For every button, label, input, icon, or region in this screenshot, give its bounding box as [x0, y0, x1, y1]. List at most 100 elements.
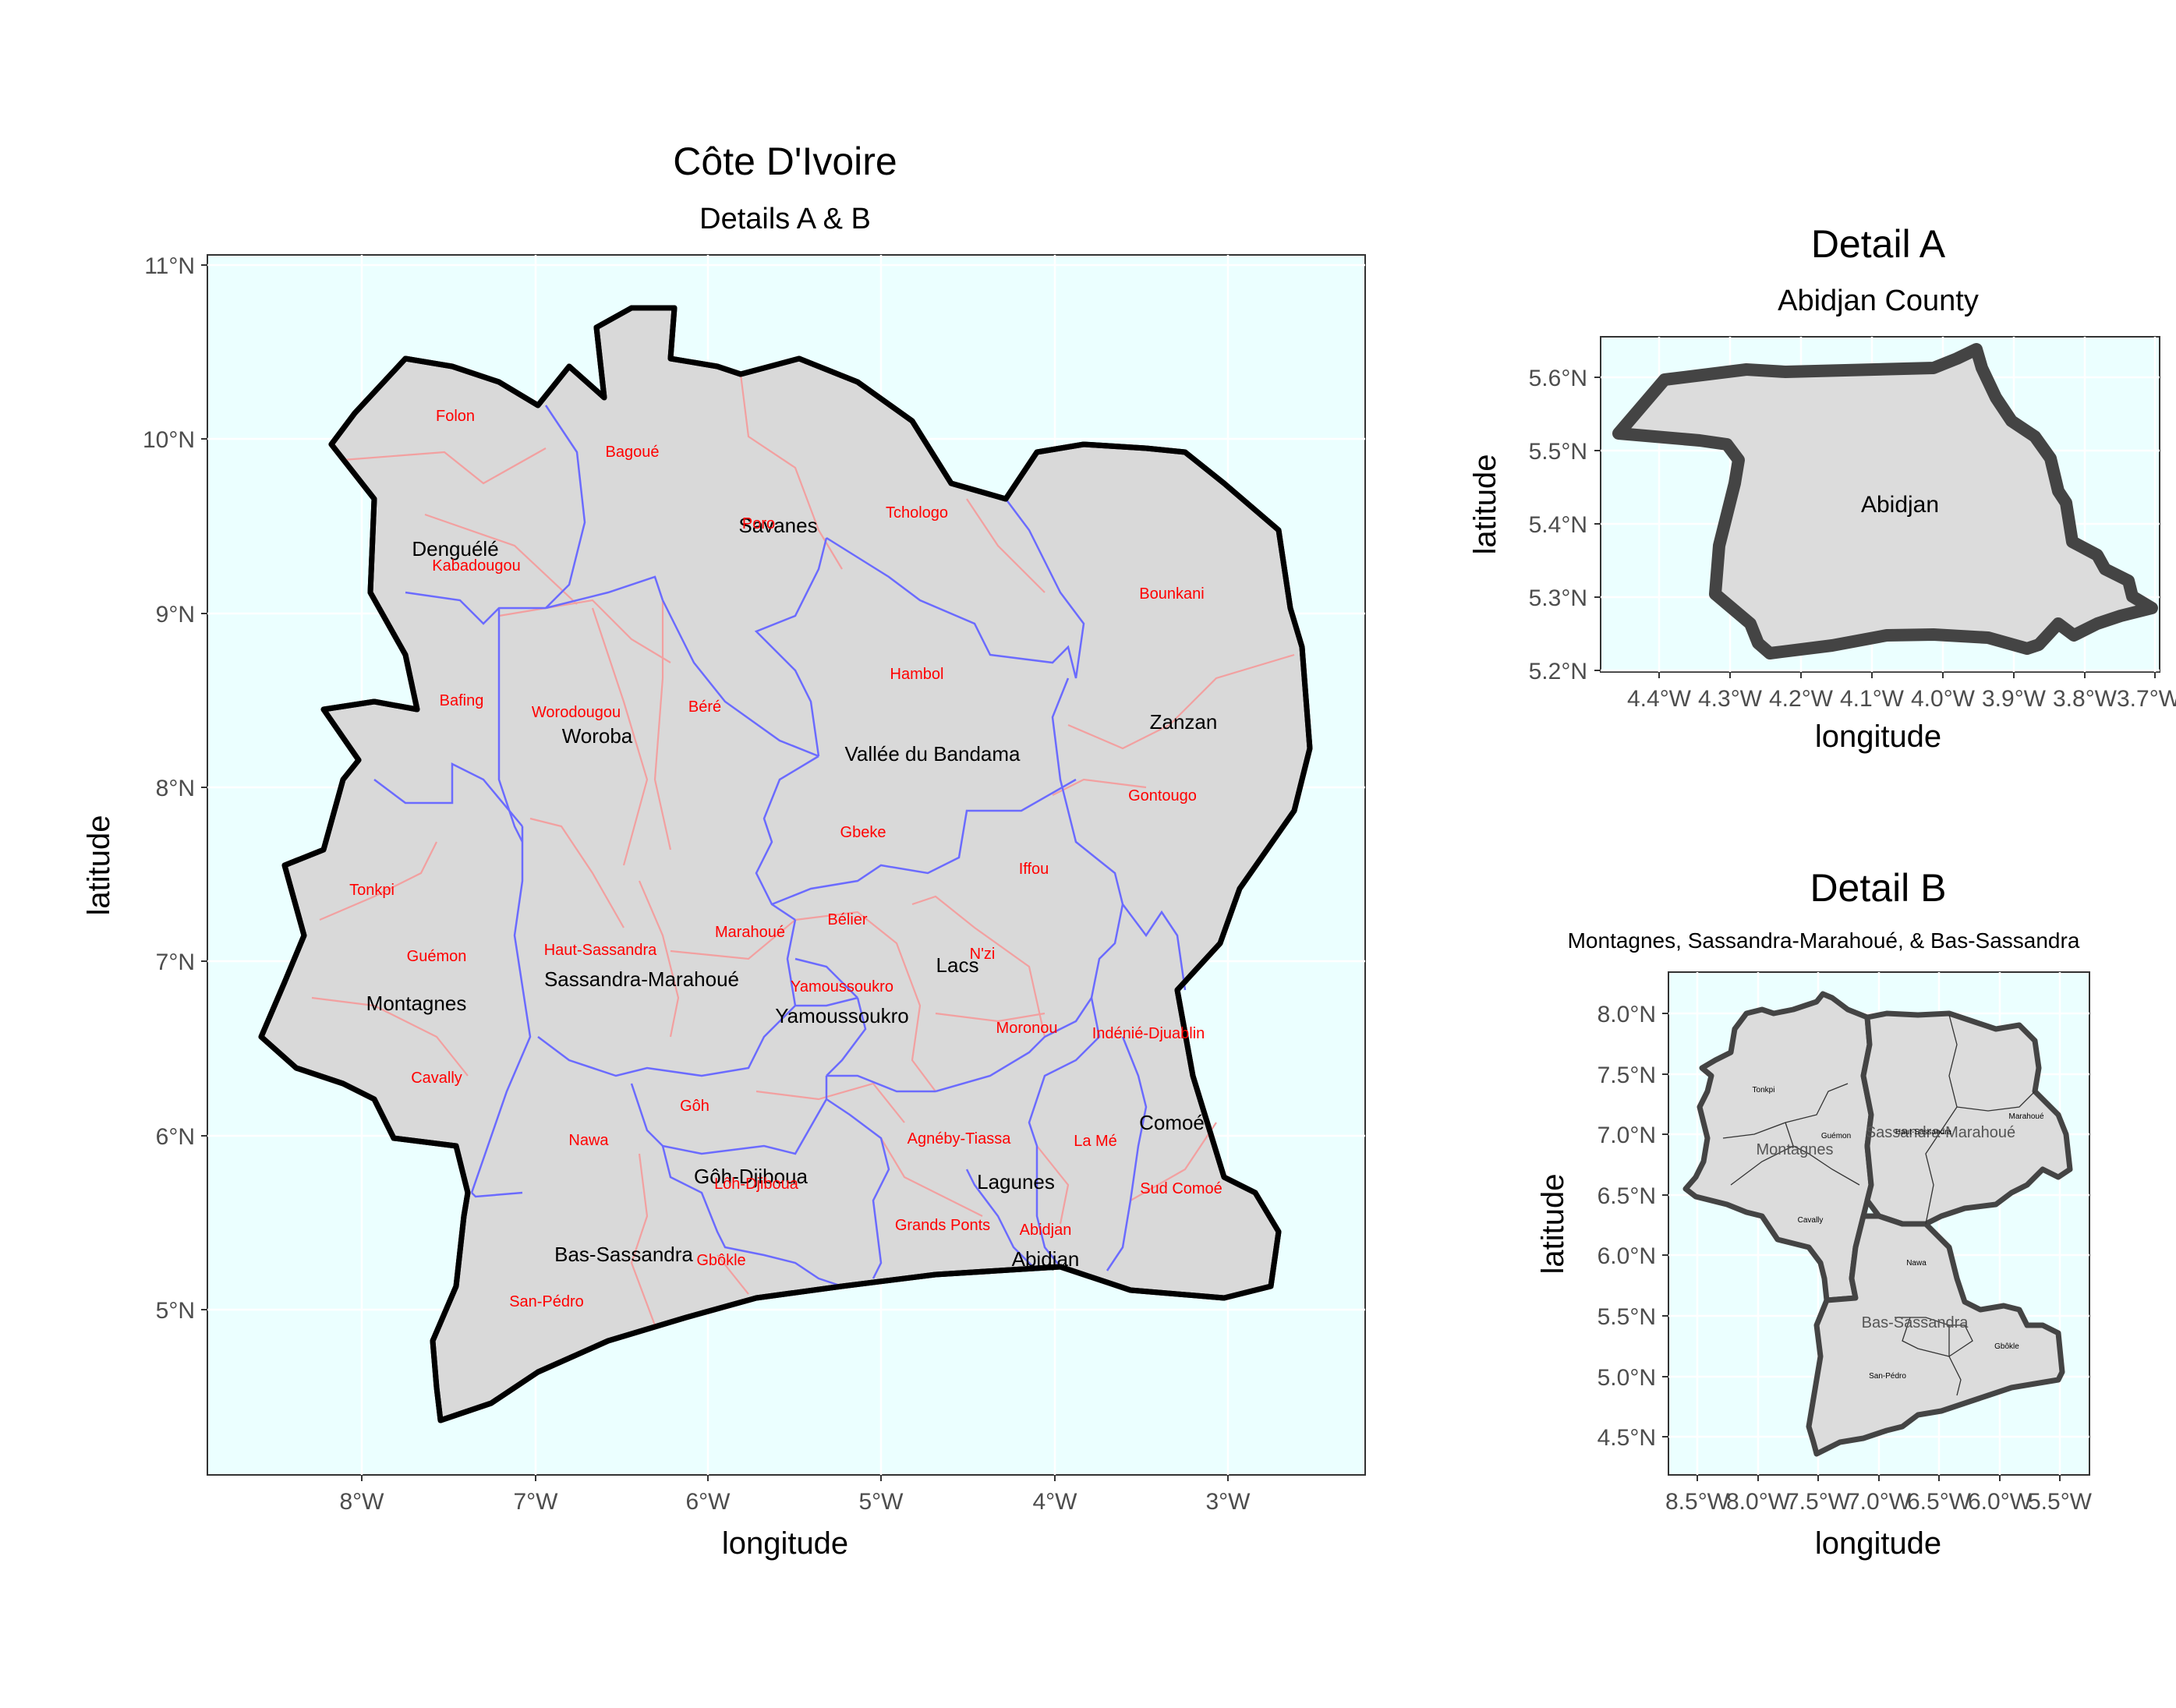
region-label-denguele: Denguélé: [412, 537, 498, 560]
detail-a-xtick: 3.8°W: [2053, 686, 2118, 712]
detail-b-ytick: 7.0°N: [1598, 1123, 1656, 1148]
detail-b-dept-label-haut-sassandra: Haut-Sassandra: [1895, 1128, 1952, 1137]
department-borders: [311, 373, 1295, 1326]
dept-label-bafing: Bafing: [440, 692, 484, 709]
dept-label-folon: Folon: [436, 408, 475, 425]
detail-a-label-abidjan: Abidjan: [1861, 492, 1939, 518]
dept-label-nzi: N'zi: [970, 946, 996, 963]
detail-b-ytick: 6.5°N: [1598, 1183, 1656, 1209]
dept-label-indenie-djuablin: Indénié-Djuablin: [1092, 1025, 1205, 1042]
dept-label-kabadougou: Kabadougou: [432, 557, 520, 575]
detail-a-xtick: 4.1°W: [1840, 686, 1905, 712]
main-map-ytick: 8°N: [156, 776, 195, 801]
dept-label-poro: Poro: [742, 515, 775, 532]
detail-a-y-axis: 5.2°N 5.3°N 5.4°N 5.5°N 5.6°N: [1529, 366, 1601, 684]
detail-b-dept-label-nawa: Nawa: [1906, 1259, 1927, 1268]
detail-a-ytick: 5.2°N: [1529, 659, 1587, 684]
detail-b-ytick: 8.0°N: [1598, 1002, 1656, 1027]
region-label-abidjan: Abidjan: [1012, 1247, 1080, 1271]
main-map-subtitle: Details A & B: [699, 203, 871, 235]
region-label-lacs: Lacs: [936, 953, 979, 977]
region-label-bas-sassandra: Bas-Sassandra: [554, 1243, 693, 1266]
dept-label-loh-djiboua: Lôh-Djiboua: [714, 1176, 799, 1193]
detail-b-ytick: 5.0°N: [1598, 1365, 1656, 1391]
dept-label-marahoue: Marahoué: [715, 924, 785, 941]
detail-b-dept-label-tonkpi: Tonkpi: [1753, 1086, 1775, 1094]
main-map-xtick: 4°W: [1033, 1489, 1078, 1515]
detail-b-dept-label-guemon: Guémon: [1821, 1132, 1851, 1140]
dept-label-agneby-tiassa: Agnéby-Tiassa: [908, 1130, 1012, 1148]
detail-a-xtick: 4.4°W: [1627, 686, 1692, 712]
dept-label-bagoue: Bagoué: [606, 444, 660, 461]
region-label-goh-djiboua: Gôh-Djiboua: [694, 1165, 808, 1188]
detail-a-ylabel: latitude: [1468, 454, 1502, 555]
detail-a-xtick: 4.0°W: [1911, 686, 1976, 712]
detail-b-subtitle: Montagnes, Sassandra-Marahoué, & Bas-Sas…: [1568, 928, 2080, 953]
detail-a-xtick: 3.7°W: [2117, 686, 2176, 712]
region-label-yamoussoukro: Yamoussoukro: [775, 1004, 909, 1027]
dept-label-yamoussoukro: Yamoussoukro: [791, 978, 893, 995]
main-map-title: Côte D'Ivoire: [673, 140, 897, 183]
region-label-montagnes: Montagnes: [366, 992, 467, 1015]
dept-label-la-me: La Mé: [1074, 1133, 1117, 1150]
region-label-comoe: Comoé: [1139, 1111, 1205, 1134]
main-map-xtick: 5°W: [859, 1489, 904, 1515]
department-labels: Folon Bagoué Kabadougou Tchologo Bounkan…: [349, 408, 1222, 1310]
dept-label-goh: Gôh: [680, 1098, 709, 1115]
region-label-woroba: Woroba: [562, 724, 633, 748]
detail-a: Detail A Abidjan County Abidjan: [1468, 222, 2176, 754]
detail-a-xtick: 3.9°W: [1982, 686, 2047, 712]
detail-b-department-borders: [1722, 1014, 2036, 1396]
main-map-xtick: 6°W: [686, 1489, 731, 1515]
detail-b-xtick: 7.0°W: [1847, 1489, 1912, 1515]
region-label-savanes: Savanes: [738, 514, 817, 537]
main-map-ytick: 9°N: [156, 602, 195, 628]
detail-b-region-label-bas-sassandra: Bas-Sassandra: [1862, 1314, 1969, 1331]
detail-b-region-label-sassandra-marahoue: Sassandra-Marahoué: [1866, 1124, 2015, 1141]
detail-a-ytick: 5.5°N: [1529, 439, 1587, 465]
dept-label-moronou: Moronou: [996, 1020, 1058, 1037]
detail-b-labels: Montagnes Sassandra-Marahoué Bas-Sassand…: [1753, 1086, 2044, 1381]
cote-divoire-outline: [258, 305, 1313, 1423]
region-label-zanzan: Zanzan: [1150, 710, 1218, 734]
region-label-vallee-du-bandama: Vallée du Bandama: [844, 742, 1021, 766]
detail-b-xtick: 7.5°W: [1786, 1489, 1851, 1515]
detail-b-ytick: 4.5°N: [1598, 1425, 1656, 1451]
main-map-xtick: 7°W: [514, 1489, 559, 1515]
detail-b-y-axis: 4.5°N 5.0°N 5.5°N 6.0°N 6.5°N 7.0°N 7.5°…: [1598, 1002, 1668, 1451]
region-labels: Denguélé Savanes Woroba Vallée du Bandam…: [366, 514, 1218, 1271]
dept-label-sud-comoe: Sud Comoé: [1140, 1180, 1222, 1197]
dept-label-gbokle: Gbôkle: [696, 1252, 745, 1269]
main-map-ytick: 5°N: [156, 1298, 195, 1324]
dept-label-abidjan: Abidjan: [1020, 1222, 1072, 1239]
dept-label-san-pedro: San-Pédro: [509, 1293, 584, 1310]
dept-label-nawa: Nawa: [568, 1132, 609, 1149]
detail-a-ytick: 5.4°N: [1529, 512, 1587, 538]
detail-b-x-axis: 8.5°W 8.0°W 7.5°W 7.0°W 6.5°W 6.0°W 5.5°…: [1665, 1475, 2093, 1515]
detail-b-xtick: 6.5°W: [1907, 1489, 1972, 1515]
detail-a-x-axis: 4.4°W 4.3°W 4.2°W 4.1°W 4.0°W 3.9°W 3.8°…: [1627, 672, 2176, 712]
detail-b-dept-label-san-pedro: San-Pédro: [1869, 1372, 1906, 1381]
detail-b-ylabel: latitude: [1536, 1174, 1570, 1275]
main-map-x-axis: 8°W 7°W 6°W 5°W 4°W 3°W: [340, 1475, 1251, 1515]
detail-a-xlabel: longitude: [1815, 720, 1941, 754]
dept-label-grands-ponts: Grands Ponts: [895, 1217, 990, 1234]
main-map-ytick: 10°N: [143, 427, 195, 453]
dept-label-hambol: Hambol: [890, 666, 944, 683]
main-map-ytick: 7°N: [156, 949, 195, 975]
main-map: Côte D'Ivoire Details A & B: [82, 140, 1366, 1561]
dept-label-tonkpi: Tonkpi: [349, 882, 395, 899]
detail-b-dept-label-cavally: Cavally: [1798, 1216, 1824, 1225]
abidjan-county-shape: [1612, 343, 2158, 660]
detail-b: Detail B Montagnes, Sassandra-Marahoué, …: [1536, 866, 2093, 1561]
detail-b-ytick: 6.0°N: [1598, 1243, 1656, 1269]
detail-b-xtick: 5.5°W: [2028, 1489, 2093, 1515]
dept-label-bere: Béré: [688, 698, 721, 716]
detail-b-sassandra-marahoue-shape: [1860, 1010, 2073, 1227]
detail-b-dept-label-gbokle: Gbôkle: [1994, 1342, 2019, 1351]
detail-a-ytick: 5.6°N: [1529, 366, 1587, 391]
dept-label-gontougo: Gontougo: [1128, 787, 1197, 804]
region-label-lagunes: Lagunes: [977, 1170, 1055, 1193]
dept-label-guemon: Guémon: [407, 948, 467, 965]
